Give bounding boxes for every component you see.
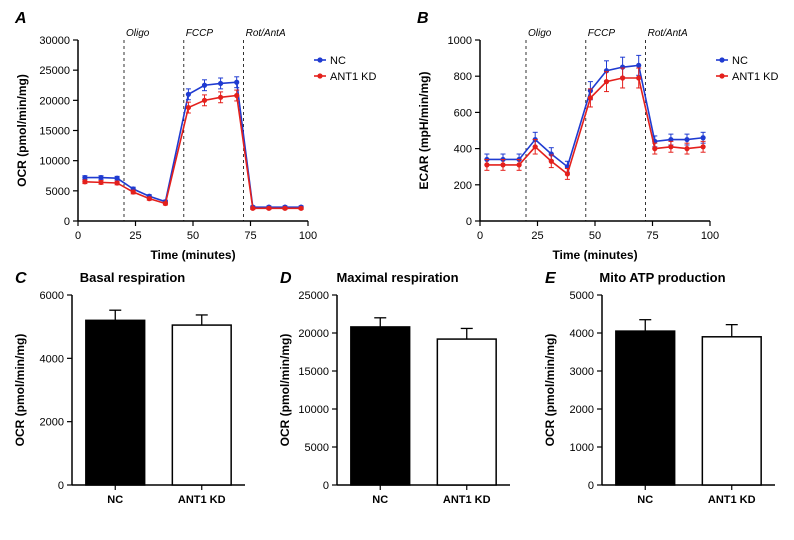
svg-text:Rot/AntA: Rot/AntA bbox=[648, 28, 688, 39]
svg-text:5000: 5000 bbox=[305, 442, 329, 454]
panel-E: E Mito ATP production 0 1000 2000 3000 4000 5… bbox=[540, 270, 785, 517]
svg-text:50: 50 bbox=[187, 230, 199, 242]
chart-A: 0 5000 10000 15000 20000 25000 30000 0 25 50 75 100… bbox=[10, 10, 380, 265]
svg-text:0: 0 bbox=[64, 216, 70, 228]
svg-text:10000: 10000 bbox=[298, 404, 329, 416]
svg-text:30000: 30000 bbox=[39, 35, 70, 47]
title-C: Basal respiration bbox=[10, 270, 255, 285]
svg-text:400: 400 bbox=[454, 144, 472, 156]
svg-text:4000: 4000 bbox=[570, 328, 594, 340]
svg-text:3000: 3000 bbox=[570, 366, 594, 378]
svg-text:75: 75 bbox=[244, 230, 256, 242]
svg-text:1000: 1000 bbox=[448, 35, 472, 47]
panel-label-D: D bbox=[280, 270, 292, 288]
svg-text:20000: 20000 bbox=[298, 328, 329, 340]
svg-text:25: 25 bbox=[531, 230, 543, 242]
panel-C: C Basal respiration 0 2000 4000 6000 OCR (pm… bbox=[10, 270, 255, 517]
chart-E: 0 1000 2000 3000 4000 5000 OCR (pmol/min/mg) NC… bbox=[540, 287, 785, 517]
svg-text:OCR (pmol/min/mg): OCR (pmol/min/mg) bbox=[543, 334, 557, 447]
svg-text:0: 0 bbox=[75, 230, 81, 242]
svg-text:Oligo: Oligo bbox=[126, 28, 150, 39]
svg-text:ECAR (mpH/min/mg): ECAR (mpH/min/mg) bbox=[417, 72, 431, 190]
chart-C: 0 2000 4000 6000 OCR (pmol/min/mg) NC ANT1 KD bbox=[10, 287, 255, 517]
svg-text:0: 0 bbox=[323, 480, 329, 492]
panel-label-A: A bbox=[15, 10, 27, 28]
svg-text:2000: 2000 bbox=[570, 404, 594, 416]
svg-text:10000: 10000 bbox=[39, 156, 70, 168]
chart-D: 0 5000 10000 15000 20000 25000 OCR (pmol/min/m… bbox=[275, 287, 520, 517]
svg-text:NC: NC bbox=[732, 55, 748, 67]
svg-text:6000: 6000 bbox=[40, 290, 64, 302]
panel-label-E: E bbox=[545, 270, 556, 288]
svg-text:0: 0 bbox=[588, 480, 594, 492]
svg-text:25000: 25000 bbox=[298, 290, 329, 302]
svg-text:75: 75 bbox=[646, 230, 658, 242]
svg-text:NC: NC bbox=[637, 494, 653, 506]
svg-text:Rot/AntA: Rot/AntA bbox=[246, 28, 286, 39]
title-D: Maximal respiration bbox=[275, 270, 520, 285]
svg-text:ANT1 KD: ANT1 KD bbox=[330, 71, 377, 83]
svg-text:5000: 5000 bbox=[46, 186, 70, 198]
svg-text:100: 100 bbox=[299, 230, 317, 242]
svg-text:100: 100 bbox=[701, 230, 719, 242]
svg-text:Oligo: Oligo bbox=[528, 28, 552, 39]
svg-text:FCCP: FCCP bbox=[186, 28, 214, 39]
panel-A: A 0 5000 10000 15000 20000 25000 30000 0 25 50 75 1… bbox=[10, 10, 382, 265]
svg-text:Time (minutes): Time (minutes) bbox=[552, 248, 637, 262]
svg-text:0: 0 bbox=[466, 216, 472, 228]
svg-text:25000: 25000 bbox=[39, 65, 70, 77]
svg-text:15000: 15000 bbox=[39, 126, 70, 138]
figure-container: A 05000100001500020000250003000002550751… bbox=[10, 10, 784, 517]
svg-text:1000: 1000 bbox=[570, 442, 594, 454]
panel-D: D Maximal respiration 0 5000 10000 15000 200… bbox=[275, 270, 520, 517]
svg-text:ANT1 KD: ANT1 KD bbox=[732, 71, 779, 83]
svg-text:5000: 5000 bbox=[570, 290, 594, 302]
svg-text:OCR (pmol/min/mg): OCR (pmol/min/mg) bbox=[15, 74, 29, 187]
svg-text:25: 25 bbox=[129, 230, 141, 242]
svg-text:OCR (pmol/min/mg): OCR (pmol/min/mg) bbox=[278, 334, 292, 447]
svg-text:NC: NC bbox=[372, 494, 388, 506]
svg-text:FCCP: FCCP bbox=[588, 28, 616, 39]
panel-label-C: C bbox=[15, 270, 27, 288]
svg-text:ANT1 KD: ANT1 KD bbox=[443, 494, 491, 506]
svg-text:NC: NC bbox=[330, 55, 346, 67]
panel-B: B 0 200 400 600 800 1000 0 25 50 75 100 Time (minut… bbox=[412, 10, 784, 265]
svg-text:200: 200 bbox=[454, 180, 472, 192]
svg-text:20000: 20000 bbox=[39, 95, 70, 107]
svg-text:OCR (pmol/min/mg): OCR (pmol/min/mg) bbox=[13, 334, 27, 447]
chart-B: 0 200 400 600 800 1000 0 25 50 75 100 Time (minutes… bbox=[412, 10, 782, 265]
svg-text:15000: 15000 bbox=[298, 366, 329, 378]
panel-label-B: B bbox=[417, 10, 429, 28]
svg-text:Time (minutes): Time (minutes) bbox=[150, 248, 235, 262]
svg-text:0: 0 bbox=[58, 480, 64, 492]
svg-text:0: 0 bbox=[477, 230, 483, 242]
title-E: Mito ATP production bbox=[540, 270, 785, 285]
svg-text:ANT1 KD: ANT1 KD bbox=[178, 494, 226, 506]
svg-text:ANT1 KD: ANT1 KD bbox=[708, 494, 756, 506]
svg-text:50: 50 bbox=[589, 230, 601, 242]
svg-text:NC: NC bbox=[107, 494, 123, 506]
svg-text:4000: 4000 bbox=[40, 353, 64, 365]
svg-text:2000: 2000 bbox=[40, 417, 64, 429]
svg-text:800: 800 bbox=[454, 71, 472, 83]
svg-text:600: 600 bbox=[454, 107, 472, 119]
